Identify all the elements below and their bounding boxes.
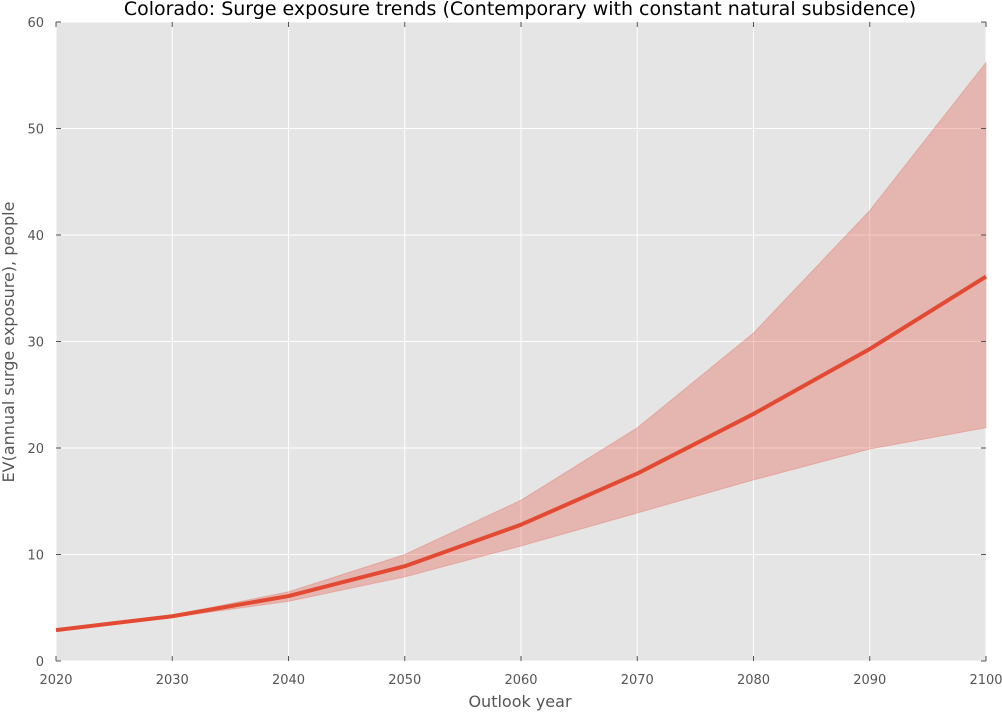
y-tick-label: 0	[36, 655, 44, 670]
y-tick-label: 40	[27, 229, 44, 244]
x-tick-label: 2050	[388, 673, 421, 688]
chart-title: Colorado: Surge exposure trends (Contemp…	[124, 0, 916, 20]
x-tick-label: 2100	[969, 673, 1002, 688]
axis-ticks: 2020 2030 2040 2050 2060 2070 2080 2090 21000102…	[27, 16, 1002, 688]
y-axis-label: EV(annual surge exposure), people	[0, 202, 18, 483]
x-tick-label: 2020	[39, 673, 72, 688]
x-tick-label: 2080	[737, 673, 770, 688]
y-tick-label: 10	[27, 549, 44, 564]
y-tick-label: 50	[27, 123, 44, 138]
uncertainty-band	[55, 61, 987, 631]
y-tick-label: 60	[27, 16, 44, 31]
y-tick-label: 20	[27, 442, 44, 457]
x-tick-label: 2060	[504, 673, 537, 688]
x-axis-label: Outlook year	[468, 692, 572, 711]
series-line-layer	[55, 274, 988, 633]
x-tick-label: 2030	[156, 673, 189, 688]
x-tick-label: 2070	[621, 673, 654, 688]
uncertainty-band-layer	[55, 61, 987, 631]
y-tick-label: 30	[27, 336, 44, 351]
x-tick-label: 2090	[853, 673, 886, 688]
x-tick-label: 2040	[272, 673, 305, 688]
